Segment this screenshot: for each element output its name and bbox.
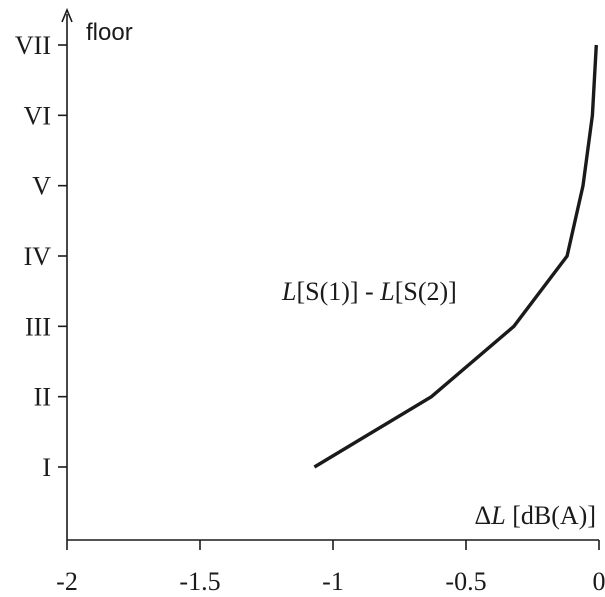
y-tick-label: I — [42, 453, 51, 482]
y-tick-label: II — [34, 383, 51, 412]
y-tick-label: VI — [24, 101, 51, 130]
y-tick-label: VII — [15, 31, 51, 60]
x-axis-title-variable: L — [490, 501, 505, 530]
series-group — [313, 44, 598, 469]
x-tick-label: -1.5 — [179, 567, 220, 596]
series-line — [313, 44, 598, 469]
axes — [61, 7, 599, 541]
series-label-part-1: L — [281, 277, 296, 306]
y-tick-label: IV — [24, 242, 52, 271]
x-tick-label: -0.5 — [445, 567, 486, 596]
y-axis-arrow — [61, 7, 73, 23]
x-tick-label: 0 — [593, 567, 605, 596]
series-label: L[S(1)] - L[S(2)] — [281, 277, 457, 306]
series-label-part-3: L — [379, 277, 394, 306]
x-tick-label: -2 — [56, 567, 78, 596]
x-axis-title-symbol: Δ — [475, 501, 492, 530]
x-axis-title: ΔL [dB(A)] — [475, 501, 596, 530]
x-axis-title-unit: [dB(A)] — [506, 501, 596, 530]
x-tick-label: -1 — [322, 567, 344, 596]
y-axis-title: floor — [86, 19, 133, 46]
series-label-part-4: [S(2)] — [395, 277, 457, 306]
x-ticks: -2 -1.5 -1 -0.5 0 — [56, 540, 605, 596]
y-tick-label: III — [25, 312, 51, 341]
series-label-part-2: [S(1)] - — [296, 277, 380, 306]
y-tick-label: V — [32, 172, 51, 201]
